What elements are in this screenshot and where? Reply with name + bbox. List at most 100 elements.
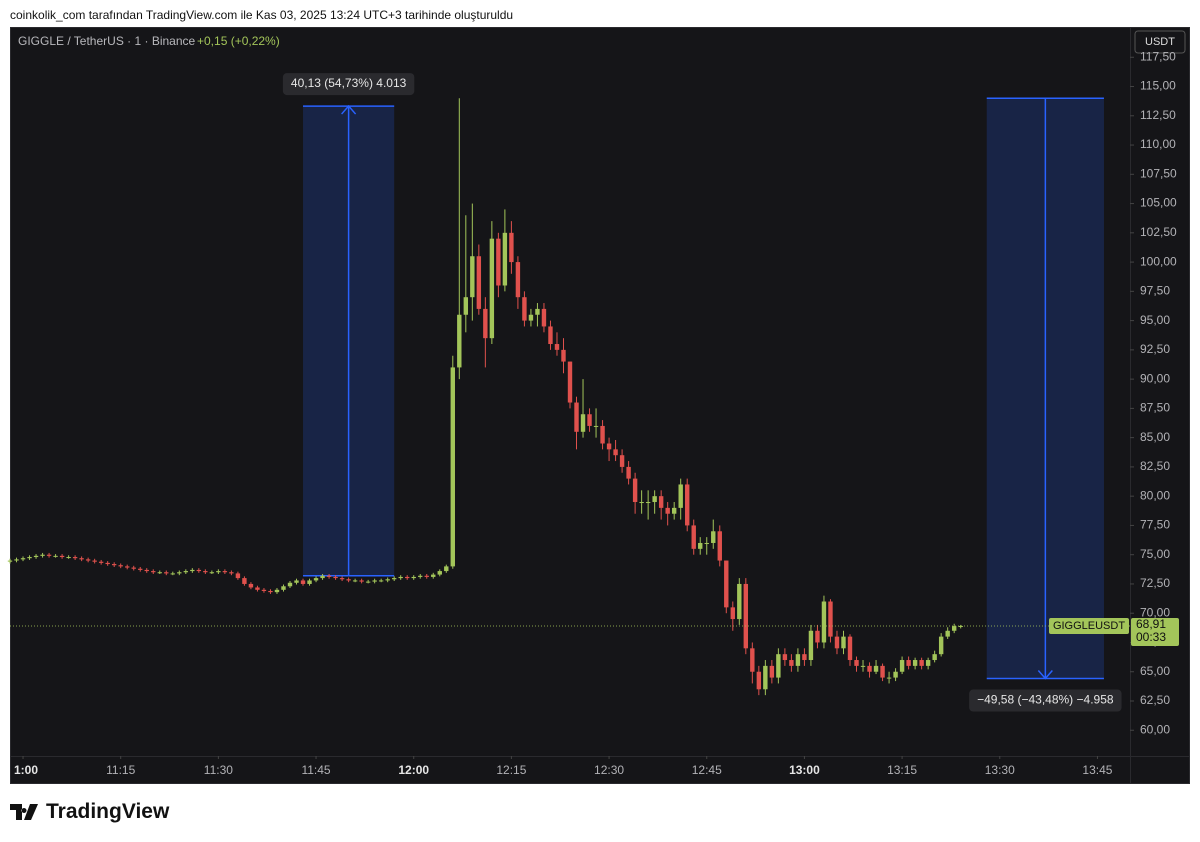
candle-body (782, 654, 788, 661)
candle-body (873, 665, 879, 672)
candle-body (711, 531, 716, 543)
candle-body (372, 580, 377, 582)
x-tick-label: 11:45 (301, 763, 330, 777)
last-price-label: 68,91 (1136, 617, 1166, 631)
candle-body (639, 502, 644, 504)
y-tick-label: 112,50 (1140, 108, 1176, 122)
candle-body (222, 571, 228, 573)
x-tick-label: 13:30 (985, 763, 1015, 777)
candle-body (339, 578, 345, 580)
candle-body (606, 443, 612, 450)
candle-body (320, 575, 325, 579)
candle-body (698, 542, 703, 549)
candle-body (365, 581, 371, 583)
y-tick-label: 85,00 (1140, 430, 1170, 444)
candle-body (216, 571, 221, 573)
candle-body (274, 589, 280, 593)
x-tick-label: 13:15 (887, 763, 917, 777)
candle-body (333, 576, 338, 579)
y-tick-label: 70,00 (1140, 605, 1170, 619)
candle-body (20, 558, 26, 560)
candle-body (678, 484, 683, 508)
candle-body (164, 572, 169, 574)
candle-body (880, 665, 885, 678)
x-tick-label: 12:30 (594, 763, 624, 777)
candle-body (444, 566, 449, 572)
measure-label-bg (282, 73, 415, 96)
y-tick-label: 117,50 (1140, 49, 1176, 63)
candle-body (33, 555, 39, 558)
candle-body (541, 308, 547, 327)
candle-body (828, 601, 833, 637)
candle-body (821, 601, 827, 643)
y-tick-label: 80,00 (1140, 488, 1170, 502)
candle-body (190, 569, 195, 572)
candle-body (385, 579, 390, 581)
candle-body (7, 560, 13, 562)
logo-text: TradingView (46, 800, 170, 823)
candle-body (144, 569, 149, 572)
candle-body (196, 569, 202, 572)
candle-body (593, 425, 599, 427)
candle-body (261, 589, 267, 591)
candle-body (750, 648, 755, 672)
candle-body (151, 571, 156, 573)
candle-body (906, 660, 911, 666)
candle-body (632, 478, 638, 503)
candle-body (515, 262, 521, 298)
candle-body (281, 586, 286, 590)
candle-body (737, 583, 742, 620)
y-tick-label: 62,50 (1140, 693, 1170, 707)
last-price-name-bg (1049, 617, 1129, 634)
measure-label: 40,13 (54,73%) 4.013 (291, 76, 407, 90)
candle-body (138, 568, 143, 570)
candle-body (724, 560, 729, 608)
y-tick-label: 77,50 (1140, 518, 1170, 532)
y-tick-label: 105,00 (1140, 196, 1177, 210)
candle-body (53, 555, 58, 557)
x-tick-label: 11:15 (106, 763, 135, 777)
candle-body (886, 677, 892, 679)
candle-body (59, 555, 65, 558)
candle-body (691, 525, 696, 549)
change: +0,15 (+0,22%) (197, 34, 280, 48)
candle-body (958, 625, 963, 627)
candle-body (411, 576, 416, 579)
x-tick-label: 12:45 (692, 763, 722, 777)
x-tick-label: 13:45 (1082, 763, 1112, 777)
last-price-countdown: 00:33 (1136, 630, 1166, 644)
measure-arrow-head (1037, 670, 1053, 680)
y-tick-label: 60,00 (1140, 722, 1170, 736)
candle-body (450, 367, 455, 567)
candle-body (704, 542, 709, 544)
candle-body (307, 580, 312, 584)
y-tick-label: 87,50 (1140, 401, 1170, 415)
y-tick-label: 72,50 (1140, 576, 1170, 590)
y-tick-label: 97,50 (1140, 284, 1170, 298)
logo: TradingView (10, 800, 169, 824)
candle-body (40, 554, 45, 556)
candle-body (756, 671, 762, 690)
candle-body (92, 560, 97, 562)
chart-panel (10, 27, 1190, 784)
candle-body (587, 414, 592, 426)
candle-body (209, 572, 215, 574)
measure-label: −49,58 (−43,48%) −4.958 (977, 693, 1114, 707)
candle-body (398, 576, 403, 579)
measure-label-bg (969, 689, 1122, 712)
y-tick-label: 107,50 (1140, 166, 1177, 180)
candle-body (46, 554, 52, 556)
candle-body (671, 507, 677, 514)
candle-body (359, 580, 364, 582)
candle-body (867, 665, 872, 672)
x-tick-label: 13:00 (789, 763, 820, 777)
candle-body (98, 561, 104, 563)
last-price-name: GIGGLEUSDT (1053, 620, 1125, 632)
currency-button[interactable] (1134, 30, 1186, 54)
candle-body (919, 660, 924, 666)
candle-body (769, 665, 775, 678)
candle-body (730, 607, 735, 620)
candle-body (763, 665, 768, 690)
candle-body (945, 630, 950, 637)
candle-body (125, 566, 130, 568)
